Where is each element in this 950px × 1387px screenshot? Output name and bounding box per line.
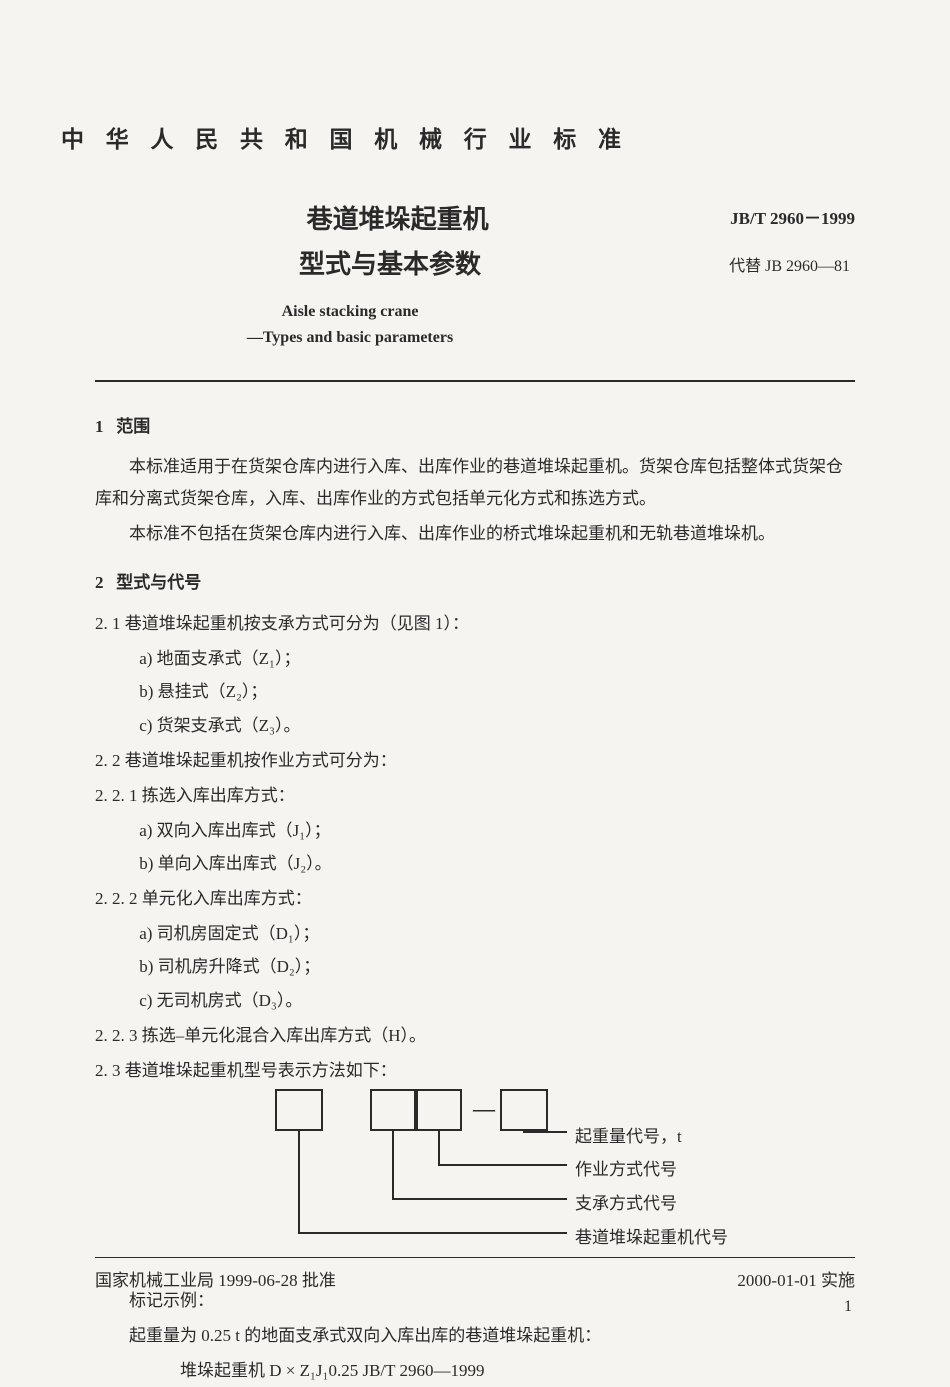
model-code-diagram: — 起重量代号，t 作业方式代号 支承方式代号 巷道堆垛起重机代号 [95, 1084, 855, 1274]
item-2-2-1-a: a) 双向入库出库式（J₁）； [139, 814, 855, 847]
diagram-label-4: 巷道堆垛起重机代号 [575, 1223, 728, 1248]
diagram-dash: — [473, 1096, 495, 1122]
diagram-box-1 [275, 1089, 323, 1131]
section-2-title: 型式与代号 [116, 573, 201, 592]
diagram-line [392, 1131, 394, 1200]
main-title-2: 型式与基本参数 [125, 244, 655, 281]
diagram-label-2: 作业方式代号 [575, 1155, 677, 1180]
diagram-line [438, 1164, 567, 1166]
diagram-line [298, 1131, 300, 1234]
item-2-2-2-a: a) 司机房固定式（D₁）； [139, 917, 855, 950]
clause-2-1: 2. 1 巷道堆垛起重机按支承方式可分为（见图 1）： [95, 607, 855, 640]
diagram-box-3 [416, 1089, 462, 1131]
footer-effective: 2000-01-01 实施 [737, 1266, 855, 1291]
section-2-heading: 2 型式与代号 [95, 568, 855, 593]
clause-2-2: 2. 2 巷道堆垛起重机按作业方式可分为： [95, 744, 855, 777]
section-2-num: 2 [95, 573, 104, 592]
clause-2-2-1: 2. 2. 1 拣选入库出库方式： [95, 779, 855, 812]
section-1-title: 范围 [116, 417, 150, 436]
item-2-1-b: b) 悬挂式（Z₂）； [139, 675, 855, 708]
diagram-label-3: 支承方式代号 [575, 1189, 677, 1214]
item-2-2-2-c: c) 无司机房式（D₃）。 [139, 984, 855, 1017]
divider-top [95, 380, 855, 382]
diagram-line [392, 1198, 567, 1200]
page-footer: 国家机械工业局 1999-06-28 批准 2000-01-01 实施 [95, 1257, 855, 1291]
example-line-1: 起重量为 0.25 t 的地面支承式双向入库出库的巷道堆垛起重机： [95, 1319, 855, 1352]
diagram-line [523, 1131, 567, 1133]
section-1-para-1: 本标准适用于在货架仓库内进行入库、出库作业的巷道堆垛起重机。货架仓库包括整体式货… [95, 451, 855, 516]
section-1-heading: 1 范围 [95, 412, 855, 437]
example-line-2: 堆垛起重机 D × Z₁J₁0.25 JB/T 2960—1999 [95, 1354, 855, 1387]
footer-approval: 国家机械工业局 1999-06-28 批准 [95, 1266, 336, 1291]
org-title: 中 华 人 民 共 和 国 机 械 行 业 标 准 [15, 120, 675, 154]
replaces-note: 代替 JB 2960—81 [729, 252, 850, 276]
standard-code: JB/T 2960－1999 [730, 204, 855, 229]
diagram-line [438, 1131, 440, 1166]
title-row: 巷道堆垛起重机 JB/T 2960－1999 [95, 199, 855, 236]
en-line-1: Aisle stacking crane [25, 299, 675, 325]
english-title: Aisle stacking crane —Types and basic pa… [25, 299, 675, 350]
clause-2-3: 2. 3 巷道堆垛起重机型号表示方法如下： [95, 1054, 855, 1087]
item-2-1-c: c) 货架支承式（Z₃）。 [139, 709, 855, 742]
item-2-2-2-b: b) 司机房升降式（D₂）； [139, 950, 855, 983]
diagram-label-1: 起重量代号，t [575, 1122, 682, 1147]
clause-2-2-3: 2. 2. 3 拣选–单元化混合入库出库方式（H）。 [95, 1019, 855, 1052]
section-1-para-2: 本标准不包括在货架仓库内进行入库、出库作业的桥式堆垛起重机和无轨巷道堆垛机。 [95, 518, 855, 550]
main-title-1: 巷道堆垛起重机 [125, 199, 670, 236]
footer-row: 国家机械工业局 1999-06-28 批准 2000-01-01 实施 [95, 1266, 855, 1291]
section-1-num: 1 [95, 417, 104, 436]
en-line-2: —Types and basic parameters [25, 325, 675, 351]
item-2-1-a: a) 地面支承式（Z₁）； [139, 642, 855, 675]
item-2-2-1-b: b) 单向入库出库式（J₂）。 [139, 847, 855, 880]
diagram-line [298, 1232, 567, 1234]
diagram-box-2 [370, 1089, 416, 1131]
diagram-box-4 [500, 1089, 548, 1131]
page-number: 1 [844, 1298, 852, 1316]
clause-2-2-2: 2. 2. 2 单元化入库出库方式： [95, 882, 855, 915]
footer-divider [95, 1257, 855, 1258]
